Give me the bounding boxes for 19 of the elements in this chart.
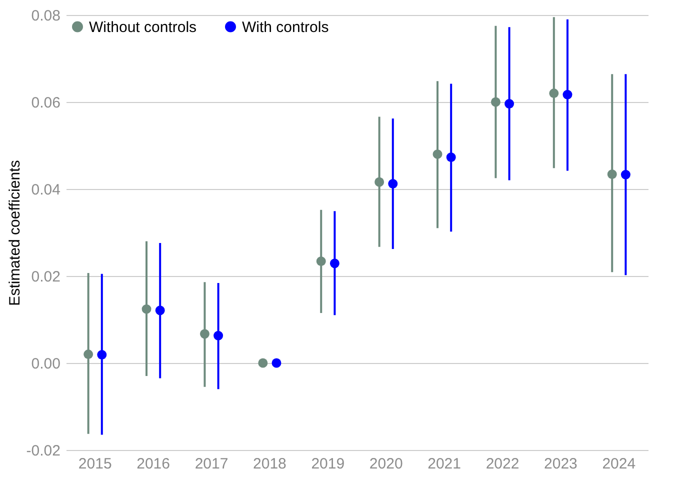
legend-label: Without controls [89,18,197,36]
y-tick-label: 0.04 [31,182,60,198]
y-tick-label: -0.02 [26,442,60,460]
y-tick-label: 0.08 [31,8,60,24]
x-tick-label: 2020 [369,456,403,472]
x-tick-label: 2022 [486,456,520,472]
x-tick-label: 2021 [428,456,461,472]
x-tick-label: 2016 [136,456,170,472]
y-tick-label: 0.06 [31,94,60,112]
y-axis-title: Estimated coefficients [6,160,24,306]
legend-label: With controls [242,18,329,36]
x-tick-label: 2015 [78,456,112,472]
x-tick-label: 2018 [253,456,286,472]
x-tick-label: 2023 [544,456,578,472]
x-tick-label: 2019 [311,456,345,472]
y-tick-label: 0.00 [31,356,60,372]
x-tick-label: 2024 [602,456,636,472]
y-tick-label: 0.02 [31,268,60,286]
x-tick-label: 2017 [194,456,228,472]
